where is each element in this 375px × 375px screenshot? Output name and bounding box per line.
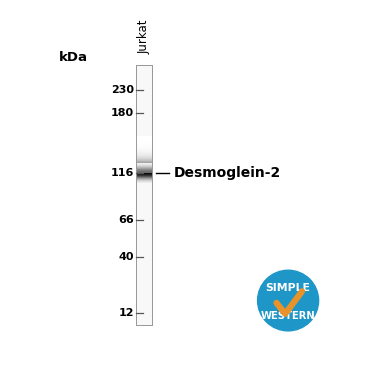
- Bar: [136, 138, 152, 139]
- Bar: [136, 142, 152, 143]
- Bar: [136, 162, 152, 163]
- Bar: [136, 147, 152, 148]
- Bar: [136, 170, 152, 171]
- Bar: [136, 175, 152, 176]
- Bar: [136, 156, 152, 158]
- Bar: [136, 181, 152, 182]
- Bar: [136, 161, 152, 162]
- Bar: [136, 151, 152, 152]
- Bar: [136, 65, 152, 325]
- Bar: [136, 159, 152, 160]
- Text: 40: 40: [118, 252, 134, 262]
- Bar: [136, 178, 152, 179]
- Text: WESTERN: WESTERN: [261, 310, 315, 321]
- Text: 12: 12: [118, 308, 134, 318]
- Text: 66: 66: [118, 215, 134, 225]
- Bar: [136, 65, 152, 325]
- Bar: [136, 167, 152, 168]
- Bar: [136, 139, 152, 140]
- Bar: [136, 153, 152, 154]
- Bar: [136, 152, 152, 153]
- Text: SIMPLE: SIMPLE: [266, 284, 310, 293]
- Bar: [136, 177, 152, 178]
- Bar: [136, 172, 152, 173]
- Bar: [136, 149, 152, 150]
- Text: 116: 116: [111, 168, 134, 178]
- Bar: [136, 164, 152, 165]
- Bar: [136, 147, 152, 148]
- Circle shape: [258, 270, 319, 331]
- Bar: [136, 179, 152, 180]
- Bar: [136, 136, 152, 137]
- Bar: [136, 140, 152, 141]
- Bar: [136, 155, 152, 156]
- Bar: [136, 171, 152, 172]
- Bar: [136, 154, 152, 155]
- Bar: [136, 150, 152, 151]
- Bar: [136, 157, 152, 158]
- Bar: [136, 171, 152, 172]
- Text: Jurkat: Jurkat: [138, 19, 151, 54]
- Text: 180: 180: [111, 108, 134, 118]
- Bar: [136, 181, 152, 182]
- Bar: [136, 182, 152, 183]
- Bar: [136, 176, 152, 177]
- Bar: [136, 164, 152, 165]
- Bar: [136, 174, 152, 175]
- Bar: [136, 169, 152, 170]
- Bar: [136, 168, 152, 169]
- Bar: [136, 149, 152, 150]
- Text: Desmoglein-2: Desmoglein-2: [173, 166, 280, 180]
- Bar: [136, 158, 152, 159]
- Bar: [136, 160, 152, 161]
- Bar: [136, 148, 152, 149]
- Bar: [136, 143, 152, 144]
- Bar: [136, 146, 152, 147]
- Bar: [136, 175, 152, 176]
- Text: 230: 230: [111, 85, 134, 95]
- Bar: [136, 141, 152, 142]
- Bar: [136, 180, 152, 181]
- Bar: [136, 165, 152, 166]
- Bar: [136, 174, 152, 175]
- Bar: [136, 137, 152, 138]
- Bar: [136, 156, 152, 157]
- Bar: [136, 166, 152, 167]
- Bar: [136, 178, 152, 179]
- Bar: [136, 167, 152, 168]
- Bar: [136, 168, 152, 169]
- Bar: [136, 177, 152, 178]
- Bar: [136, 163, 152, 164]
- Bar: [136, 154, 152, 155]
- Bar: [136, 144, 152, 145]
- Bar: [136, 173, 152, 174]
- Bar: [136, 145, 152, 146]
- Text: kDa: kDa: [58, 51, 87, 64]
